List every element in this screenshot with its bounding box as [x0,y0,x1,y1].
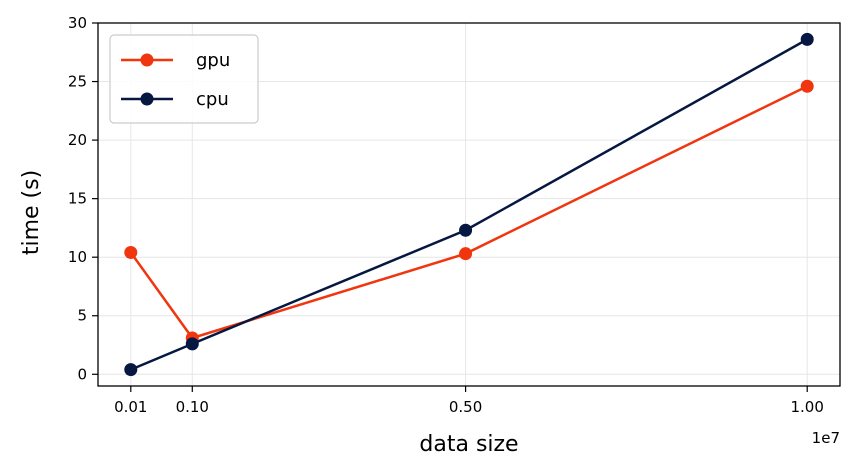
legend-label: gpu [196,50,230,71]
legend-marker [140,53,154,67]
gpu-line [129,85,808,340]
legend: gpu cpu [109,34,259,124]
x-axis: 0.01 0.10 0.50 1.00 [114,386,824,416]
series-cpu [124,32,814,377]
gpu-point [124,246,138,260]
y-axis-label: time (s) [19,170,44,255]
y-tick-label: 30 [68,14,87,32]
y-tick-label: 10 [68,248,87,266]
y-axis: 0 5 10 15 20 25 30 [68,14,98,383]
x-tick-label: 0.01 [114,398,147,416]
legend-box [109,34,259,124]
cpu-point [459,223,473,237]
cpu-point [124,363,138,377]
x-tick-label: 1.00 [791,398,824,416]
y-tick-label: 20 [68,131,87,149]
x-tick-label: 0.50 [449,398,482,416]
gpu-point [800,79,814,93]
legend-item-cpu: cpu [121,89,229,110]
legend-label: cpu [196,89,229,110]
x-axis-label: data size [419,432,518,457]
y-tick-label: 0 [77,365,87,383]
cpu-point [185,337,199,351]
y-tick-label: 5 [77,307,87,325]
x-tick-label: 0.10 [176,398,209,416]
x-axis-offset-label: 1e7 [812,429,840,447]
legend-marker [140,92,154,106]
legend-item-gpu: gpu [121,50,230,71]
cpu-line [130,38,808,371]
y-tick-label: 15 [68,190,87,208]
series-layer [124,32,814,377]
gpu-point [459,247,473,261]
plot-frame [97,22,841,387]
cpu-point [800,32,814,46]
y-tick-label: 25 [68,73,87,91]
